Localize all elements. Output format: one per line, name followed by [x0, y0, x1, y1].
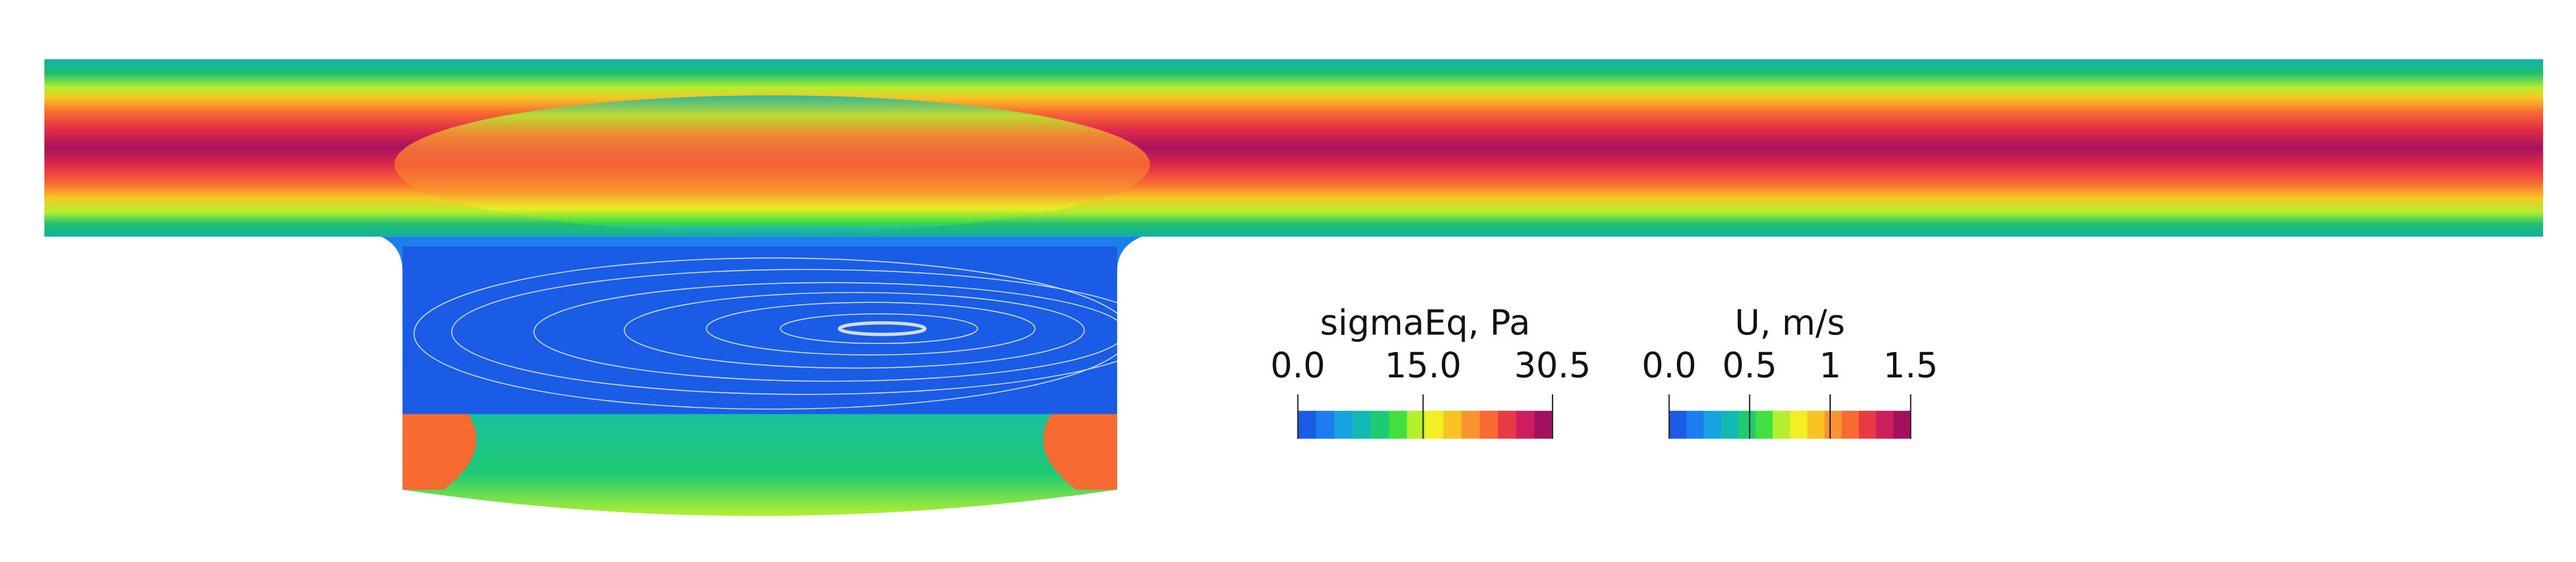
- colorbar-title: sigmaEq, Pa: [1320, 302, 1530, 343]
- colorbar-segment: [1738, 410, 1756, 439]
- colorbar-segment: [1516, 410, 1535, 439]
- colorbar-segment: [1461, 410, 1481, 439]
- colorbar-segment: [1686, 410, 1704, 439]
- colorbar-segment: [1703, 410, 1721, 439]
- colorbar-tick-label: 0.0: [1641, 345, 1696, 386]
- colorbar-segment: [1876, 410, 1894, 439]
- channel-wake: [394, 95, 1151, 234]
- cavity-vortex: [402, 246, 1118, 414]
- colorbar-segment: [1388, 410, 1408, 439]
- colorbar-tick-label: 15.0: [1384, 345, 1461, 386]
- colorbar-segment: [1425, 410, 1444, 439]
- colorbar-segment: [1859, 410, 1877, 439]
- colorbar-segment: [1443, 410, 1462, 439]
- colorbar-segment: [1352, 410, 1371, 439]
- colorbar-segment: [1755, 410, 1773, 439]
- colorbar-segment: [1669, 410, 1687, 439]
- colorbar-tick-label: 0.5: [1722, 345, 1777, 386]
- colorbar-tick-label: 0.0: [1270, 345, 1325, 386]
- colorbar-segment: [1534, 410, 1553, 439]
- colorbar-segment: [1841, 410, 1860, 439]
- streamlines: [413, 257, 1159, 410]
- colorbar-segment: [1721, 410, 1739, 439]
- colorbar-segment: [1772, 410, 1790, 439]
- colorbar-tick-label: 1: [1819, 345, 1841, 386]
- colorbar-segment: [1807, 410, 1825, 439]
- colorbar-tick-label: 1.5: [1883, 345, 1938, 386]
- colorbar-segment: [1790, 410, 1808, 439]
- colorbar-segment: [1370, 410, 1390, 439]
- colorbar-segment: [1316, 410, 1335, 439]
- colorbar-segment: [1334, 410, 1353, 439]
- colorbar-segment: [1298, 410, 1317, 439]
- cavity-corner: [402, 414, 477, 490]
- colorbar-title: U, m/s: [1734, 302, 1844, 343]
- flow-field: [44, 59, 2543, 516]
- colorbar-segment: [1479, 410, 1499, 439]
- colorbar-segment: [1498, 410, 1517, 439]
- colorbar-tick-label: 30.5: [1514, 345, 1591, 386]
- cavity-corner: [1043, 414, 1118, 490]
- colorbar-segment: [1824, 410, 1842, 439]
- colorbar-segment: [1893, 410, 1911, 439]
- colorbars: sigmaEq, Pa0.0 15.0 30.5U, m/s0.0 0.5 1 1.5: [1270, 302, 1938, 439]
